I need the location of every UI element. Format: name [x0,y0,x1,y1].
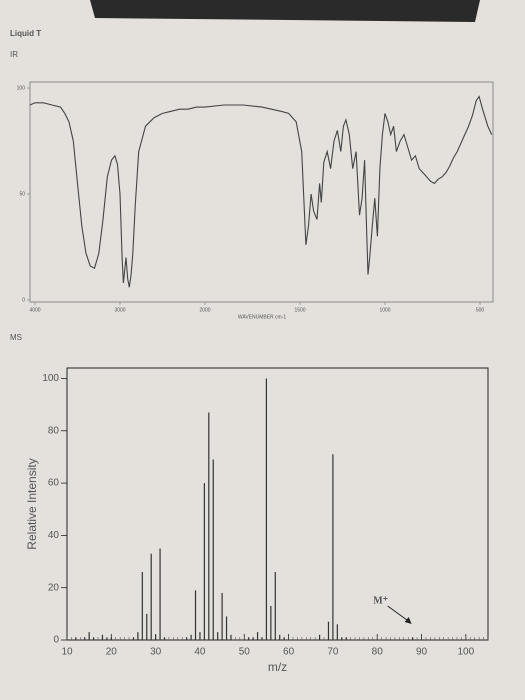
x-tick-label: 10 [61,647,73,658]
x-tick-label: 4000 [29,307,40,313]
annotation: M⁺ [373,595,388,606]
x-axis-label: WAVENUMBER cm-1 [238,314,287,320]
x-tick-label: 70 [327,647,339,658]
ir-frame [29,81,494,303]
x-tick-label: 80 [372,647,384,658]
y-tick-label: 50 [19,191,25,197]
y-tick-label: 60 [48,478,60,489]
x-tick-label: 90 [416,647,428,658]
annotation-arrow [387,605,410,623]
x-tick-label: 2000 [199,307,210,313]
x-tick-label: 500 [476,307,485,313]
x-tick-label: 30 [150,647,162,658]
y-tick-label: 100 [42,373,59,384]
spectrum-line [29,95,493,288]
arrow-head [404,617,412,624]
x-tick-label: 50 [239,647,251,658]
x-tick-label: 40 [194,647,206,658]
x-axis-label: m/z [268,660,287,674]
y-tick-label: 20 [48,582,60,593]
y-tick-label: 40 [48,530,60,541]
chart-title: IR [10,50,18,59]
y-tick-label: 100 [17,85,26,91]
chart-title: MS [10,333,22,342]
x-tick-label: 3000 [114,307,125,313]
y-axis-label: Relative Intensity [25,458,39,549]
x-tick-label: 1500 [294,307,305,313]
y-tick-label: 0 [53,635,59,646]
x-tick-label: 1000 [379,307,390,313]
page-title: Liquid T [10,29,41,38]
x-tick-label: 60 [283,647,295,658]
ms-frame [66,367,489,641]
photo-edge [90,0,480,22]
y-tick-label: 0 [22,297,25,303]
x-tick-label: 100 [457,647,474,658]
x-tick-label: 20 [106,647,118,658]
y-tick-label: 80 [48,425,60,436]
